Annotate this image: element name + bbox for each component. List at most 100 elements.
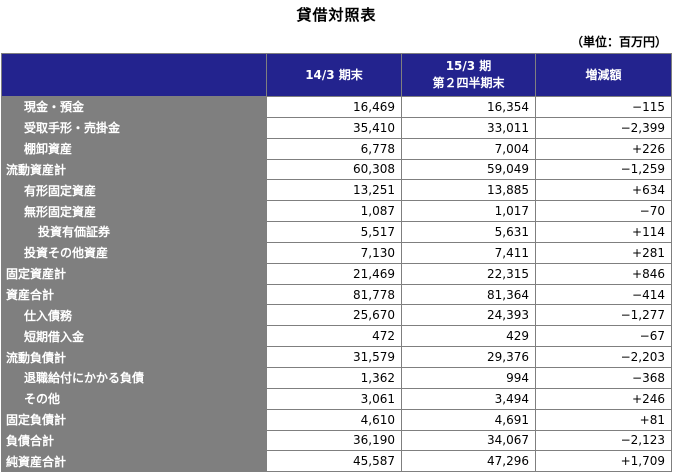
- cell-diff: +1,709: [535, 450, 672, 472]
- cell-15-3-q2: 13,885: [401, 179, 536, 202]
- table-row: 固定資産計 21,469 22,315 +846: [1, 262, 672, 285]
- row-label: 純資産合計: [1, 450, 267, 472]
- table-header: 14/3 期末 15/3 期 第２四半期末 増減額: [1, 53, 672, 97]
- cell-diff: −1,277: [535, 304, 672, 327]
- cell-15-3-q2: 4,691: [401, 408, 536, 431]
- cell-15-3-q2: 33,011: [401, 116, 536, 139]
- cell-14-3: 25,670: [266, 304, 402, 327]
- table-row: 無形固定資産 1,087 1,017 −70: [1, 200, 672, 223]
- row-label: 棚卸資産: [1, 137, 267, 160]
- cell-diff: −115: [535, 96, 672, 118]
- unit-note: （単位：百万円）: [570, 35, 667, 49]
- cell-15-3-q2: 29,376: [401, 346, 536, 368]
- cell-15-3-q2: 16,354: [401, 96, 536, 118]
- row-label: 受取手形・売掛金: [1, 116, 267, 139]
- table-row: 現金・預金 16,469 16,354 −115: [1, 96, 672, 118]
- cell-15-3-q2: 5,631: [401, 221, 536, 243]
- cell-14-3: 1,087: [266, 200, 402, 223]
- cell-diff: +281: [535, 241, 672, 264]
- cell-14-3: 1,362: [266, 366, 402, 389]
- table-row: 流動資産計 60,308 59,049 −1,259: [1, 158, 672, 181]
- cell-14-3: 472: [266, 325, 402, 348]
- cell-14-3: 60,308: [266, 158, 402, 181]
- table-row: 仕入債務 25,670 24,393 −1,277: [1, 304, 672, 327]
- cell-diff: −70: [535, 200, 672, 223]
- cell-15-3-q2: 34,067: [401, 429, 536, 452]
- cell-15-3-q2: 429: [401, 325, 536, 348]
- cell-14-3: 31,579: [266, 346, 402, 368]
- table-row: その他 3,061 3,494 +246: [1, 387, 672, 410]
- cell-diff: +114: [535, 221, 672, 243]
- header-col1: 14/3 期末: [266, 53, 402, 97]
- row-label: 固定負債計: [1, 408, 267, 431]
- row-label: 有形固定資産: [1, 179, 267, 202]
- cell-15-3-q2: 22,315: [401, 262, 536, 285]
- cell-14-3: 6,778: [266, 137, 402, 160]
- header-col2-line2: 第２四半期末: [432, 76, 505, 90]
- row-label: 現金・預金: [1, 96, 267, 118]
- cell-15-3-q2: 81,364: [401, 283, 536, 306]
- cell-diff: +81: [535, 408, 672, 431]
- cell-15-3-q2: 59,049: [401, 158, 536, 181]
- cell-14-3: 5,517: [266, 221, 402, 243]
- cell-14-3: 3,061: [266, 387, 402, 410]
- row-label: その他: [1, 387, 267, 410]
- cell-diff: +846: [535, 262, 672, 285]
- row-label: 投資有価証券: [1, 221, 267, 243]
- cell-15-3-q2: 3,494: [401, 387, 536, 410]
- cell-diff: −67: [535, 325, 672, 348]
- cell-diff: −414: [535, 283, 672, 306]
- cell-14-3: 4,610: [266, 408, 402, 431]
- table-row: 退職給付にかかる負債 1,362 994 −368: [1, 366, 672, 389]
- row-label: 仕入債務: [1, 304, 267, 327]
- cell-14-3: 21,469: [266, 262, 402, 285]
- header-col2-line1: 15/3 期: [445, 59, 492, 73]
- table-row: 短期借入金 472 429 −67: [1, 325, 672, 348]
- table-body: 現金・預金 16,469 16,354 −115 受取手形・売掛金 35,410 33,0…: [1, 96, 672, 472]
- row-label: 短期借入金: [1, 325, 267, 348]
- cell-14-3: 45,587: [266, 450, 402, 472]
- header-col3: 増減額: [535, 53, 672, 97]
- cell-15-3-q2: 47,296: [401, 450, 536, 472]
- cell-diff: +226: [535, 137, 672, 160]
- row-label: 資産合計: [1, 283, 267, 306]
- table-row: 有形固定資産 13,251 13,885 +634: [1, 179, 672, 202]
- cell-14-3: 13,251: [266, 179, 402, 202]
- cell-15-3-q2: 24,393: [401, 304, 536, 327]
- table-row: 固定負債計 4,610 4,691 +81: [1, 408, 672, 431]
- row-label: 退職給付にかかる負債: [1, 366, 267, 389]
- cell-diff: −1,259: [535, 158, 672, 181]
- table-row: 負債合計 36,190 34,067 −2,123: [1, 429, 672, 452]
- row-label: 負債合計: [1, 429, 267, 452]
- cell-diff: −368: [535, 366, 672, 389]
- table-row: 資産合計 81,778 81,364 −414: [1, 283, 672, 306]
- row-label: 固定資産計: [1, 262, 267, 285]
- cell-14-3: 7,130: [266, 241, 402, 264]
- cell-14-3: 16,469: [266, 96, 402, 118]
- row-label: 投資その他資産: [1, 241, 267, 264]
- cell-15-3-q2: 7,411: [401, 241, 536, 264]
- table-row: 棚卸資産 6,778 7,004 +226: [1, 137, 672, 160]
- row-label: 流動負債計: [1, 346, 267, 368]
- cell-14-3: 81,778: [266, 283, 402, 306]
- cell-diff: +246: [535, 387, 672, 410]
- cell-15-3-q2: 994: [401, 366, 536, 389]
- cell-diff: −2,123: [535, 429, 672, 452]
- table-row: 受取手形・売掛金 35,410 33,011 −2,399: [1, 116, 672, 139]
- balance-sheet-table: 14/3 期末 15/3 期 第２四半期末 増減額 現金・預金 16,469 16,…: [1, 53, 672, 472]
- page-title: 貸借対照表: [296, 6, 377, 24]
- table-row: 流動負債計 31,579 29,376 −2,203: [1, 346, 672, 368]
- cell-diff: +634: [535, 179, 672, 202]
- cell-diff: −2,203: [535, 346, 672, 368]
- header-col2: 15/3 期 第２四半期末: [401, 53, 536, 97]
- cell-15-3-q2: 1,017: [401, 200, 536, 223]
- row-label: 無形固定資産: [1, 200, 267, 223]
- header-blank: [1, 53, 267, 97]
- cell-diff: −2,399: [535, 116, 672, 139]
- table-row: 投資その他資産 7,130 7,411 +281: [1, 241, 672, 264]
- table-row: 投資有価証券 5,517 5,631 +114: [1, 221, 672, 243]
- cell-14-3: 36,190: [266, 429, 402, 452]
- table-row: 純資産合計 45,587 47,296 +1,709: [1, 450, 672, 472]
- cell-15-3-q2: 7,004: [401, 137, 536, 160]
- cell-14-3: 35,410: [266, 116, 402, 139]
